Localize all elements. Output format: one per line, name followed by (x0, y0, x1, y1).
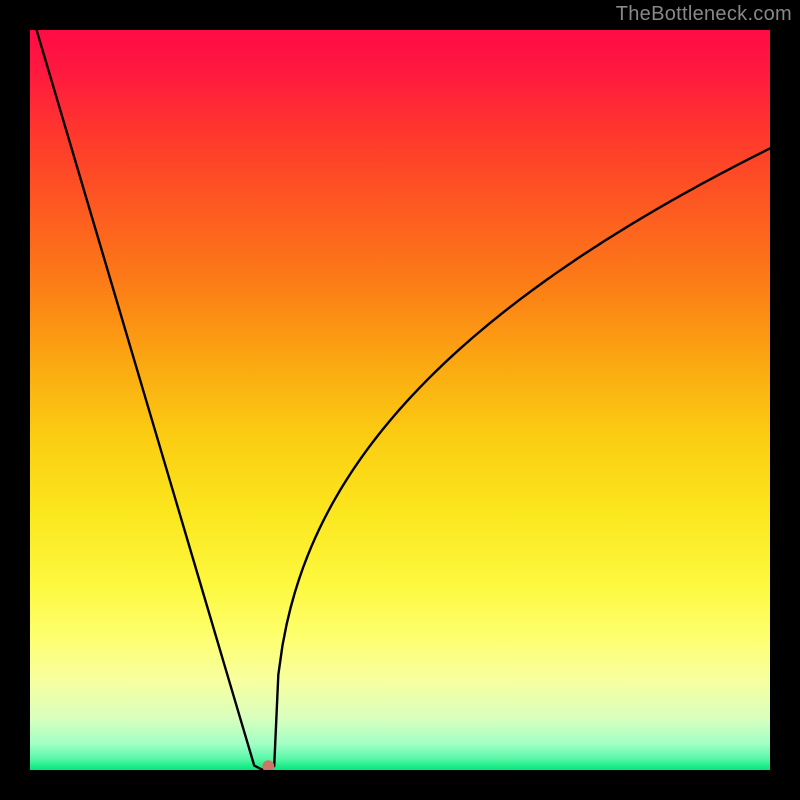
chart-container: TheBottleneck.com (0, 0, 800, 800)
plot-area (30, 30, 770, 770)
watermark-text: TheBottleneck.com (616, 3, 792, 26)
bottleneck-curve (30, 30, 770, 770)
optimum-marker (262, 760, 274, 770)
